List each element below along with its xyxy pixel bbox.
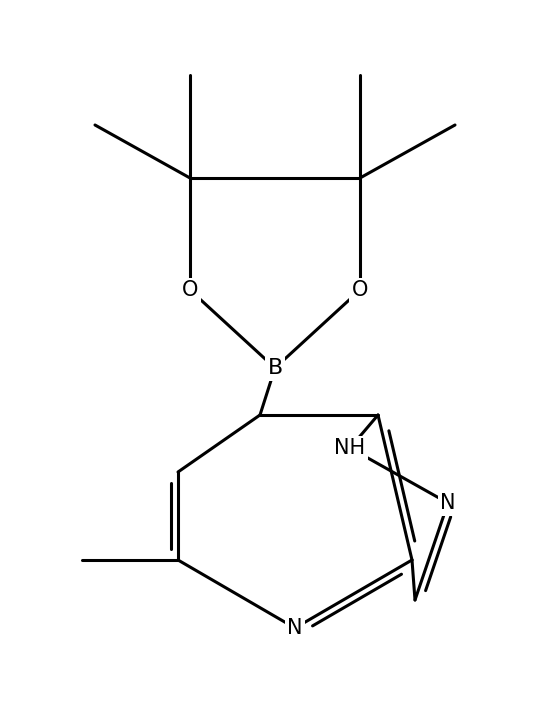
Text: O: O [182, 280, 198, 300]
Text: B: B [267, 358, 283, 378]
Text: N: N [287, 618, 303, 638]
Text: N: N [440, 493, 456, 513]
Text: NH: NH [334, 438, 366, 458]
Text: O: O [352, 280, 368, 300]
